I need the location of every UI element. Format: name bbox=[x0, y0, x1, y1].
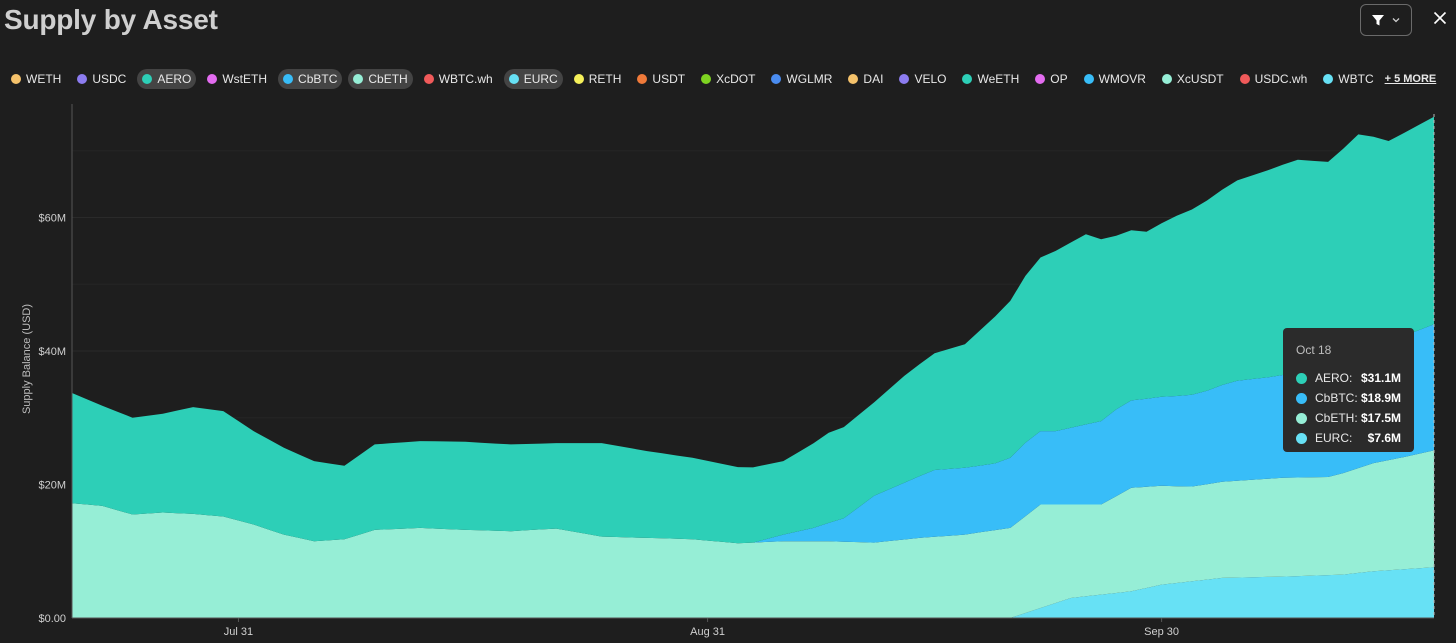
legend-item-op[interactable]: OP bbox=[1030, 69, 1072, 89]
y-tick-label: $60M bbox=[38, 212, 66, 224]
y-tick-label: $0.00 bbox=[38, 613, 66, 625]
area-aero bbox=[72, 116, 1434, 544]
tooltip-row: CbBTC: $18.9M bbox=[1296, 388, 1401, 408]
filter-icon bbox=[1371, 13, 1385, 27]
legend-item-xcusdt[interactable]: XcUSDT bbox=[1157, 69, 1229, 89]
legend-label: WBTC.wh bbox=[438, 72, 493, 86]
tooltip-swatch bbox=[1296, 372, 1307, 384]
legend-swatch bbox=[701, 74, 712, 84]
legend-swatch bbox=[1161, 74, 1172, 84]
tooltip-date: Oct 18 bbox=[1296, 343, 1332, 357]
tooltip-value: $18.9M bbox=[1360, 391, 1401, 405]
legend-swatch bbox=[142, 74, 153, 84]
tooltip-value: $17.5M bbox=[1360, 411, 1401, 425]
legend-label: DAI bbox=[863, 72, 884, 86]
x-tick-label: Aug 31 bbox=[690, 626, 725, 638]
legend-label: USDT bbox=[652, 72, 686, 86]
legend-label: EURC bbox=[523, 72, 558, 86]
tooltip-row: EURC: $7.6M bbox=[1296, 428, 1401, 448]
legend-swatch bbox=[637, 74, 648, 84]
legend-label: WstETH bbox=[222, 72, 268, 86]
legend-label: WBTC bbox=[1338, 72, 1374, 86]
legend-swatch bbox=[207, 74, 218, 84]
legend-label: WETH bbox=[26, 72, 62, 86]
tooltip-label: CbETH: bbox=[1315, 411, 1358, 425]
legend-label: RETH bbox=[588, 72, 622, 86]
tooltip-swatch bbox=[1296, 432, 1307, 444]
legend-item-wbtc[interactable]: WBTC bbox=[1318, 69, 1378, 89]
legend-item-usdc[interactable]: USDC bbox=[72, 69, 131, 89]
chart-tooltip: Oct 18 AERO: $31.1M CbBTC: $18.9M CbETH: $17.… bbox=[1283, 328, 1414, 452]
legend-more-link[interactable]: + 5 MORE bbox=[1384, 73, 1437, 85]
legend-item-wbtc-wh[interactable]: WBTC.wh bbox=[419, 69, 498, 89]
legend-label: VELO bbox=[914, 72, 947, 86]
legend-swatch bbox=[573, 74, 584, 84]
tooltip-label: EURC: bbox=[1315, 431, 1353, 445]
legend-label: OP bbox=[1050, 72, 1068, 86]
legend-item-weth[interactable]: WETH bbox=[6, 69, 66, 89]
x-tick-label: Sep 30 bbox=[1144, 626, 1179, 638]
supply-area-chart: $0.00 $20M $40M $60M Jul 31 Aug 31 Sep 30 Suppl… bbox=[21, 104, 1435, 638]
legend-label: CbETH bbox=[368, 72, 408, 86]
chart-legend: WETH USDC AERO WstETH CbBTC CbETH WBTC.wh EURC R… bbox=[6, 68, 1446, 90]
legend-item-weeth[interactable]: WeETH bbox=[957, 69, 1024, 89]
legend-swatch bbox=[508, 74, 519, 84]
legend-swatch bbox=[899, 74, 910, 84]
legend-item-wglmr[interactable]: WGLMR bbox=[766, 69, 837, 89]
legend-item-usdt[interactable]: USDT bbox=[632, 69, 690, 89]
legend-swatch bbox=[962, 74, 973, 84]
filter-button[interactable] bbox=[1360, 4, 1412, 36]
legend-item-eurc[interactable]: EURC bbox=[503, 69, 563, 89]
page-title: Supply by Asset bbox=[4, 4, 218, 35]
y-axis-title: Supply Balance (USD) bbox=[21, 304, 33, 414]
legend-swatch bbox=[848, 74, 859, 84]
tooltip-label: AERO: bbox=[1315, 371, 1353, 385]
legend-swatch bbox=[11, 74, 21, 84]
legend-item-cbeth[interactable]: CbETH bbox=[348, 69, 413, 89]
legend-swatch bbox=[771, 74, 782, 84]
legend-label: WMOVR bbox=[1098, 72, 1146, 86]
legend-label: XcUSDT bbox=[1176, 72, 1224, 86]
legend-label: XcDOT bbox=[716, 72, 756, 86]
legend-swatch bbox=[1083, 74, 1094, 84]
tooltip-swatch bbox=[1296, 392, 1307, 404]
legend-label: USDC bbox=[92, 72, 127, 86]
legend-swatch bbox=[283, 74, 294, 84]
close-icon bbox=[1433, 11, 1447, 30]
close-button[interactable] bbox=[1430, 10, 1450, 30]
x-tick-label: Jul 31 bbox=[224, 626, 253, 638]
legend-label: WeETH bbox=[977, 72, 1020, 86]
tooltip-row: AERO: $31.1M bbox=[1296, 368, 1401, 388]
legend-label: WGLMR bbox=[786, 72, 833, 86]
legend-swatch bbox=[423, 74, 434, 84]
legend-label: USDC.wh bbox=[1254, 72, 1308, 86]
legend-item-xcdot[interactable]: XcDOT bbox=[696, 69, 760, 89]
tooltip-row: CbETH: $17.5M bbox=[1296, 408, 1401, 428]
tooltip-value: $7.6M bbox=[1367, 431, 1401, 445]
legend-swatch bbox=[1035, 74, 1046, 84]
y-tick-label: $20M bbox=[38, 479, 66, 491]
legend-item-velo[interactable]: VELO bbox=[894, 69, 951, 89]
legend-item-wsteth[interactable]: WstETH bbox=[202, 69, 272, 89]
legend-label: AERO bbox=[157, 72, 192, 86]
legend-item-dai[interactable]: DAI bbox=[843, 69, 888, 89]
area-eurc bbox=[72, 567, 1434, 618]
legend-swatch bbox=[1323, 74, 1334, 84]
tooltip-swatch bbox=[1296, 412, 1307, 424]
tooltip-label: CbBTC: bbox=[1315, 391, 1358, 405]
legend-label: CbBTC bbox=[298, 72, 338, 86]
y-tick-label: $40M bbox=[38, 346, 66, 358]
legend-item-reth[interactable]: RETH bbox=[569, 69, 627, 89]
legend-swatch bbox=[1239, 74, 1250, 84]
area-cbbtc bbox=[72, 324, 1434, 544]
area-cbeth bbox=[72, 450, 1434, 618]
legend-swatch bbox=[353, 74, 364, 84]
chevron-down-icon bbox=[1391, 15, 1401, 25]
legend-item-usdc-wh[interactable]: USDC.wh bbox=[1235, 69, 1313, 89]
tooltip-value: $31.1M bbox=[1360, 371, 1401, 385]
legend-swatch bbox=[77, 74, 88, 84]
legend-item-aero[interactable]: AERO bbox=[137, 69, 197, 89]
legend-item-cbbtc[interactable]: CbBTC bbox=[278, 69, 343, 89]
legend-item-wmovr[interactable]: WMOVR bbox=[1079, 69, 1151, 89]
